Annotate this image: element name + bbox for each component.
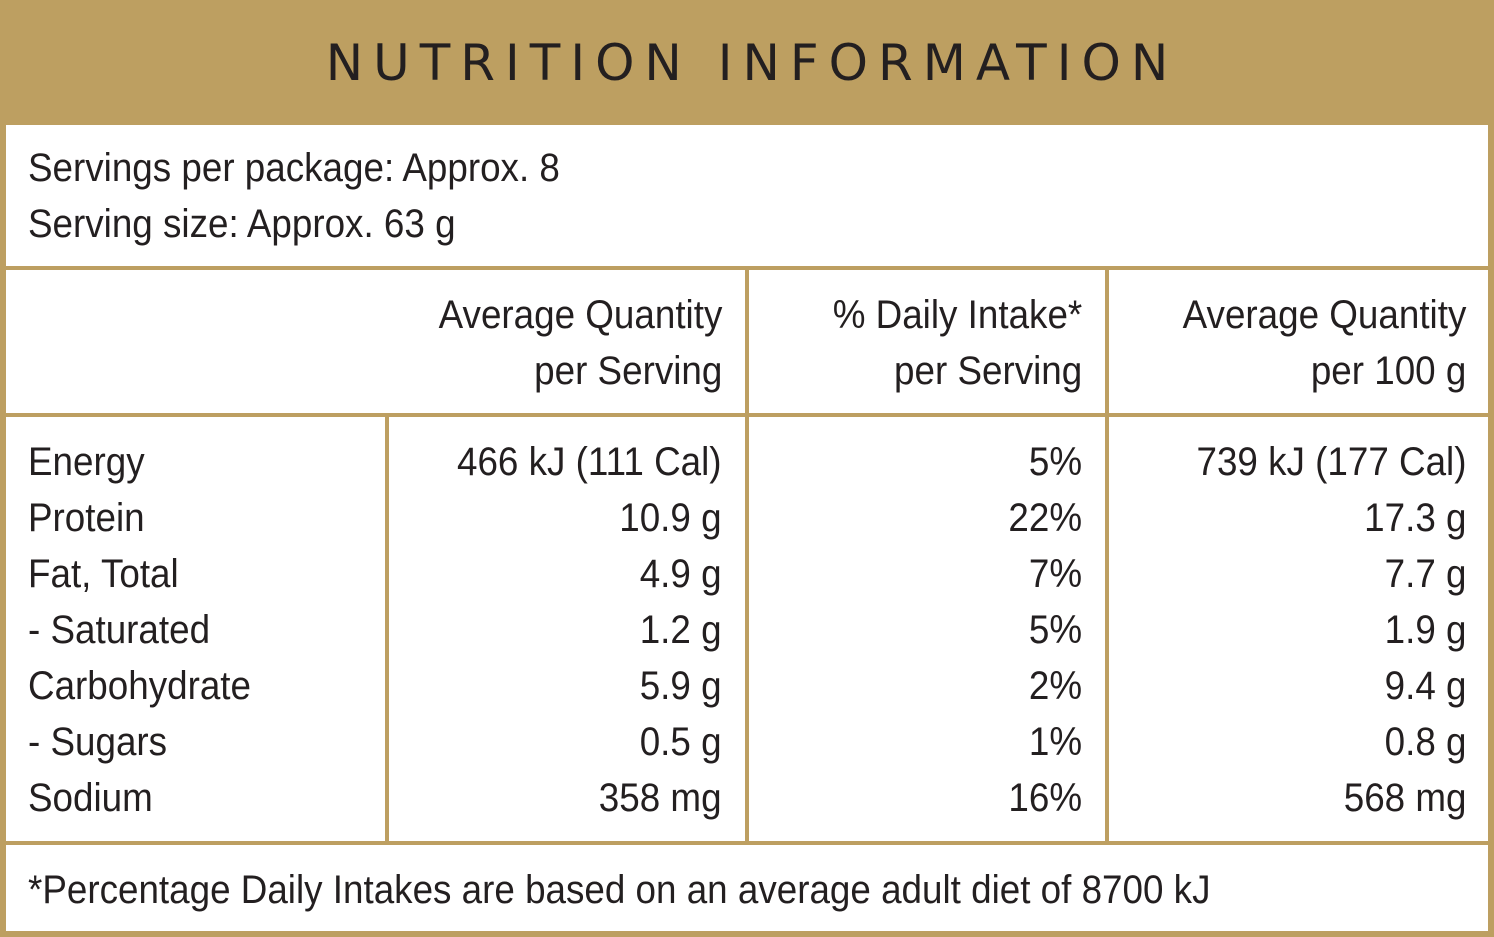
serving-size: Serving size: Approx. 63 g (28, 202, 456, 246)
divider-footnote (6, 841, 1488, 845)
per-100g-carbohydrate: 9.4 g (1384, 664, 1466, 708)
footnote: *Percentage Daily Intakes are based on a… (28, 868, 1211, 912)
header-per-100g: Average Quantity per 100 g (1182, 287, 1466, 399)
header-per-serving-line-1: Average Quantity (438, 293, 722, 337)
header-per-100g-line-2: per 100 g (1310, 349, 1466, 393)
divider-col-1 (385, 413, 389, 843)
nutrient-energy: Energy (28, 440, 145, 484)
per-100g-sodium: 568 mg (1343, 776, 1466, 820)
per-100g-energy: 739 kJ (177 Cal) (1195, 440, 1466, 484)
per-serving-fat-total: 4.9 g (640, 552, 722, 596)
column-per-serving: 466 kJ (111 Cal) 10.9 g 4.9 g 1.2 g 5.9 … (457, 434, 722, 826)
divider-col-3 (1105, 266, 1109, 843)
nutrient-sodium: Sodium (28, 776, 153, 820)
title-bar: NUTRITION INFORMATION (0, 0, 1494, 125)
per-serving-saturated: 1.2 g (640, 608, 722, 652)
divider-col-2 (745, 266, 749, 843)
nutrient-carbohydrate: Carbohydrate (28, 664, 251, 708)
nutrient-saturated: - Saturated (28, 608, 211, 652)
header-per-100g-line-1: Average Quantity (1182, 293, 1466, 337)
panel-title: NUTRITION INFORMATION (325, 33, 1179, 92)
daily-intake-energy: 5% (1028, 440, 1082, 484)
daily-intake-sugars: 1% (1028, 720, 1082, 764)
header-daily-intake: % Daily Intake* per Serving (832, 287, 1082, 399)
nutrient-protein: Protein (28, 496, 145, 540)
per-serving-energy: 466 kJ (111 Cal) (457, 440, 722, 484)
header-per-serving-line-2: per Serving (533, 349, 722, 393)
nutrient-sugars: - Sugars (28, 720, 168, 764)
per-serving-sugars: 0.5 g (640, 720, 722, 764)
per-serving-sodium: 358 mg (599, 776, 722, 820)
per-100g-saturated: 1.9 g (1384, 608, 1466, 652)
daily-intake-carbohydrate: 2% (1028, 664, 1082, 708)
column-daily-intake: 5% 22% 7% 5% 2% 1% 16% (1008, 434, 1082, 826)
daily-intake-fat-total: 7% (1028, 552, 1082, 596)
column-per-100g: 739 kJ (177 Cal) 17.3 g 7.7 g 1.9 g 9.4 … (1196, 434, 1466, 826)
per-serving-carbohydrate: 5.9 g (640, 664, 722, 708)
per-100g-protein: 17.3 g (1363, 496, 1466, 540)
per-serving-protein: 10.9 g (619, 496, 722, 540)
header-per-serving: Average Quantity per Serving (438, 287, 722, 399)
per-100g-fat-total: 7.7 g (1384, 552, 1466, 596)
servings-info: Servings per package: Approx. 8 Serving … (28, 140, 560, 252)
per-100g-sugars: 0.8 g (1384, 720, 1466, 764)
daily-intake-saturated: 5% (1028, 608, 1082, 652)
header-daily-intake-line-1: % Daily Intake* (832, 293, 1082, 337)
servings-per-package: Servings per package: Approx. 8 (28, 146, 560, 190)
header-daily-intake-line-2: per Serving (893, 349, 1082, 393)
daily-intake-sodium: 16% (1008, 776, 1082, 820)
column-nutrient: Energy Protein Fat, Total - Saturated Ca… (28, 434, 251, 826)
daily-intake-protein: 22% (1008, 496, 1082, 540)
nutrient-fat-total: Fat, Total (28, 552, 179, 596)
